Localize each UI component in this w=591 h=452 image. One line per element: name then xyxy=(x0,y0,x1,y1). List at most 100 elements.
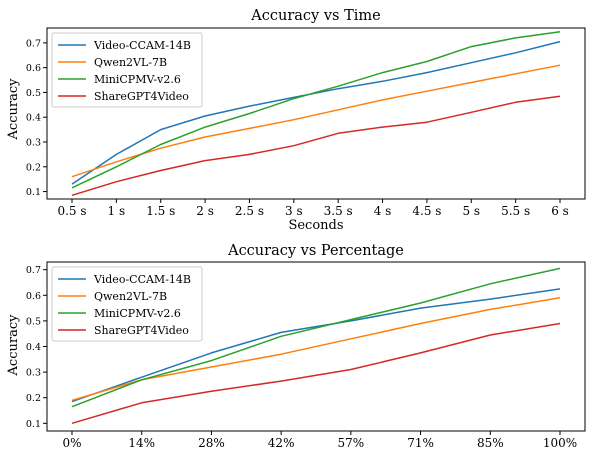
x-tick-label: 100% xyxy=(543,436,577,450)
x-tick-label: 5 s xyxy=(462,204,480,218)
y-tick: 0.7 xyxy=(26,38,47,49)
y-tick: 0.2 xyxy=(26,393,47,404)
legend-entry: ShareGPT4Video xyxy=(58,90,189,103)
y-tick-label: 0.4 xyxy=(26,113,41,124)
y-tick: 0.4 xyxy=(26,113,47,124)
y-tick: 0.5 xyxy=(26,88,47,99)
legend-label: Video-CCAM-14B xyxy=(93,273,191,286)
y-tick-label: 0.7 xyxy=(26,265,41,276)
x-tick: 4 s xyxy=(374,199,392,218)
x-tick: 85% xyxy=(477,431,504,450)
legend-entry: MiniCPMV-v2.6 xyxy=(58,307,181,320)
x-tick-label: 3 s xyxy=(285,204,303,218)
chart-accuracy-vs-percentage: Accuracy vs Percentage Accuracy Video-CC… xyxy=(6,243,586,450)
series-line-minicpmv-v2-6 xyxy=(71,267,561,408)
y-tick-label: 0.6 xyxy=(26,291,41,302)
x-tick-label: 1 s xyxy=(108,204,126,218)
x-tick: 57% xyxy=(338,431,365,450)
series-line-sharegpt4video xyxy=(71,322,561,425)
x-tick: 42% xyxy=(268,431,295,450)
x-axis-label: Seconds xyxy=(288,218,343,233)
x-tick: 3 s xyxy=(285,199,303,218)
y-tick: 0.2 xyxy=(26,162,47,173)
legend-entry: Qwen2VL-7B xyxy=(58,290,167,303)
x-tick: 5 s xyxy=(462,199,480,218)
x-tick-label: 4.5 s xyxy=(412,204,441,218)
x-tick: 2.5 s xyxy=(235,199,264,218)
x-tick-label: 0% xyxy=(62,436,81,450)
x-tick-label: 0.5 s xyxy=(57,204,86,218)
x-tick: 71% xyxy=(407,431,434,450)
y-tick-label: 0.1 xyxy=(26,187,41,198)
y-tick-label: 0.3 xyxy=(26,138,41,149)
legend-label: Qwen2VL-7B xyxy=(94,290,167,303)
legend-entry: ShareGPT4Video xyxy=(58,324,189,337)
plot-area xyxy=(71,30,561,197)
y-tick: 0.1 xyxy=(26,187,47,198)
y-tick-label: 0.5 xyxy=(26,316,41,327)
legend-entry: Qwen2VL-7B xyxy=(58,56,167,69)
y-tick: 0.6 xyxy=(26,63,47,74)
y-tick: 0.5 xyxy=(26,316,47,327)
x-tick: 100% xyxy=(543,431,577,450)
x-tick-label: 42% xyxy=(268,436,295,450)
x-tick-label: 14% xyxy=(128,436,155,450)
y-tick: 0.4 xyxy=(26,342,47,353)
legend-entry: MiniCPMV-v2.6 xyxy=(58,73,181,86)
legend-box xyxy=(51,266,203,342)
series-line-qwen2vl-7b xyxy=(71,297,561,402)
series-line-sharegpt4video xyxy=(71,95,561,197)
x-tick: 0% xyxy=(62,431,82,450)
x-tick-label: 1.5 s xyxy=(146,204,175,218)
chart-title: Accuracy vs Percentage xyxy=(227,243,404,259)
x-tick-label: 5.5 s xyxy=(501,204,530,218)
x-tick-label: 2.5 s xyxy=(235,204,264,218)
x-tick: 5.5 s xyxy=(501,199,530,218)
y-tick-label: 0.3 xyxy=(26,368,41,379)
x-tick-label: 85% xyxy=(477,436,504,450)
y-axis-label: Accuracy xyxy=(6,78,21,141)
legend: Video-CCAM-14B Qwen2VL-7B MiniCPMV-v2.6 … xyxy=(51,266,203,342)
chart-title: Accuracy vs Time xyxy=(250,8,380,24)
y-tick-label: 0.6 xyxy=(26,63,41,74)
y-tick-label: 0.2 xyxy=(26,162,41,173)
y-tick: 0.3 xyxy=(26,368,47,379)
legend-label: Video-CCAM-14B xyxy=(93,39,191,52)
x-tick-label: 4 s xyxy=(374,204,392,218)
legend-label: ShareGPT4Video xyxy=(94,324,189,337)
y-axis-label: Accuracy xyxy=(6,314,21,377)
legend: Video-CCAM-14B Qwen2VL-7B MiniCPMV-v2.6 … xyxy=(51,32,203,108)
plot-frame xyxy=(46,27,586,200)
chart-accuracy-vs-time: Accuracy vs Time Accuracy Seconds Video-… xyxy=(6,8,586,233)
x-tick-label: 71% xyxy=(407,436,434,450)
legend-box xyxy=(51,32,203,108)
x-tick: 4.5 s xyxy=(412,199,441,218)
legend-label: ShareGPT4Video xyxy=(94,90,189,103)
y-tick: 0.7 xyxy=(26,265,47,276)
x-tick: 28% xyxy=(198,431,225,450)
legend-label: MiniCPMV-v2.6 xyxy=(94,73,181,86)
series-line-minicpmv-v2-6 xyxy=(71,30,561,189)
legend-entry: Video-CCAM-14B xyxy=(58,39,191,52)
x-tick: 3.5 s xyxy=(324,199,353,218)
y-tick-label: 0.7 xyxy=(26,38,41,49)
y-tick-label: 0.4 xyxy=(26,342,41,353)
x-tick-label: 57% xyxy=(338,436,365,450)
legend-entry: Video-CCAM-14B xyxy=(58,273,191,286)
y-tick: 0.6 xyxy=(26,291,47,302)
y-tick: 0.3 xyxy=(26,138,47,149)
y-tick-label: 0.1 xyxy=(26,419,41,430)
plot-area xyxy=(71,267,561,425)
x-tick: 2 s xyxy=(196,199,214,218)
x-tick-label: 28% xyxy=(198,436,225,450)
x-tick-label: 6 s xyxy=(551,204,569,218)
x-tick: 0.5 s xyxy=(57,199,87,218)
legend-label: Qwen2VL-7B xyxy=(94,56,167,69)
legend-label: MiniCPMV-v2.6 xyxy=(94,307,181,320)
x-tick: 6 s xyxy=(551,199,569,218)
x-tick-label: 2 s xyxy=(196,204,214,218)
y-tick-label: 0.2 xyxy=(26,393,41,404)
series-line-video-ccam-14b xyxy=(71,288,561,403)
x-tick: 1 s xyxy=(108,199,126,218)
